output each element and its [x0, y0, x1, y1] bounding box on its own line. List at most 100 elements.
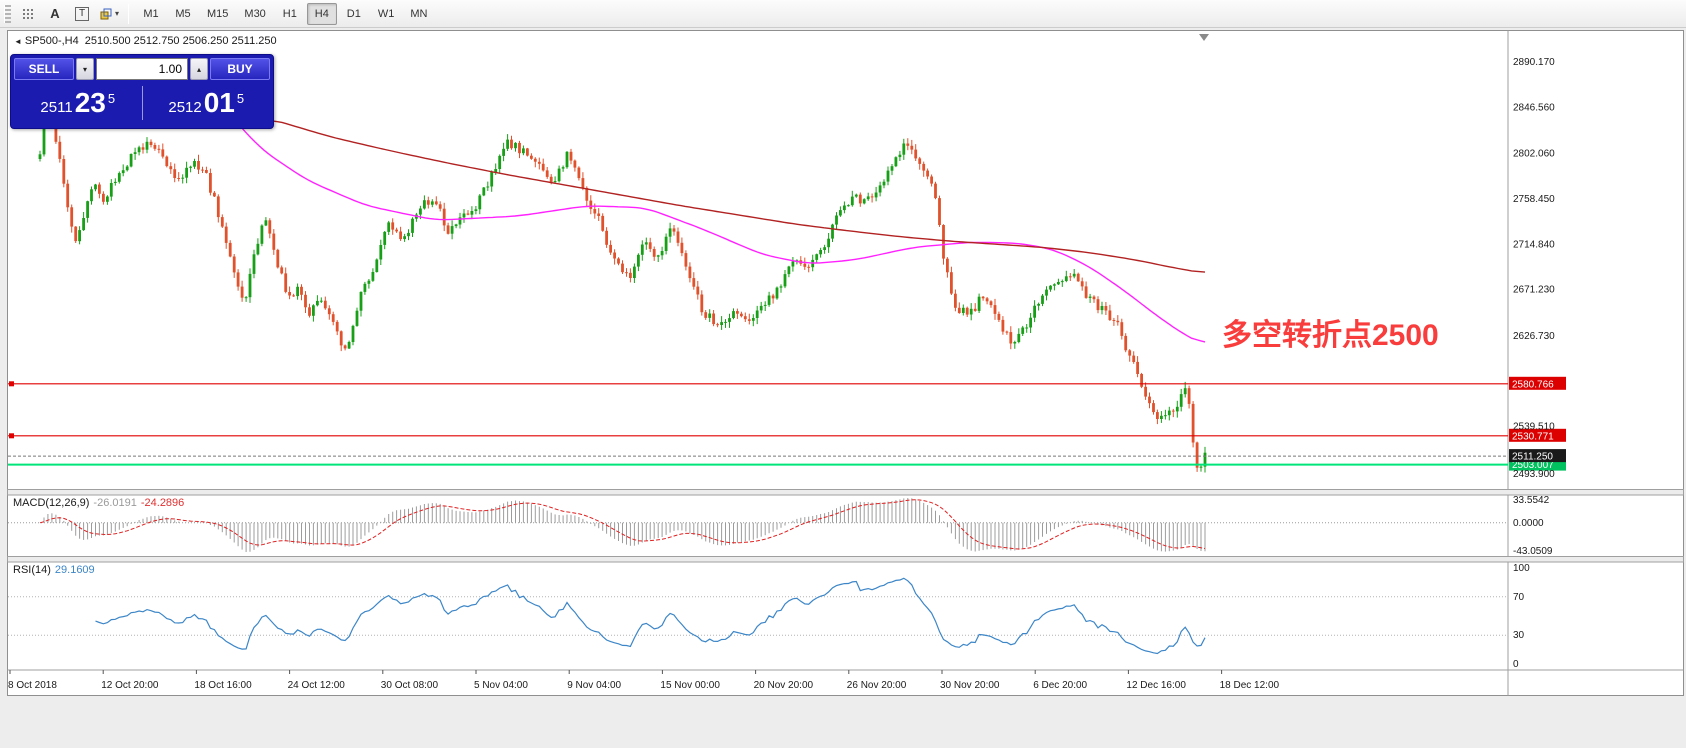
candle-body — [743, 316, 747, 320]
candle-body — [82, 218, 85, 231]
candle-body — [660, 251, 664, 256]
macd-label: MACD(12,26,9) -26.0191 -24.2896 — [13, 497, 184, 509]
candle-body — [898, 154, 902, 158]
volume-increase-button[interactable]: ▴ — [190, 58, 208, 80]
candle-body — [391, 222, 395, 230]
candle-body — [292, 295, 295, 297]
timeframe-button-d1[interactable]: D1 — [339, 3, 369, 25]
volume-decrease-button[interactable]: ▾ — [76, 58, 94, 80]
candle-body — [339, 331, 343, 346]
candle-body — [597, 213, 601, 216]
candle-body — [1156, 412, 1159, 419]
macd-panel-splitter[interactable] — [7, 489, 1684, 496]
timeframe-button-h4[interactable]: H4 — [306, 2, 337, 25]
candle-body — [629, 272, 632, 278]
candle-body — [133, 152, 137, 154]
candle-body — [577, 167, 581, 179]
price-badge-label: 2530.771 — [1512, 431, 1554, 442]
candle-body — [450, 226, 454, 234]
candle-body — [1203, 452, 1207, 467]
candle-body — [478, 195, 482, 210]
candle-body — [272, 233, 276, 250]
candle-body — [545, 170, 549, 177]
candle-body — [161, 149, 165, 157]
price-tick-label: 2758.450 — [1513, 194, 1555, 205]
candle-body — [502, 148, 505, 156]
timeframe-button-m5[interactable]: M5 — [168, 3, 198, 25]
time-axis[interactable] — [8, 670, 1508, 696]
price-axis[interactable] — [1508, 31, 1684, 696]
timeframe-button-mn[interactable]: MN — [403, 3, 434, 25]
candle-body — [423, 200, 426, 209]
candle-body — [506, 139, 509, 149]
price-tick-label: 2714.840 — [1513, 239, 1555, 250]
candle-body — [1021, 327, 1025, 334]
candle-body — [94, 184, 97, 190]
candle-body — [957, 307, 961, 313]
ask-price-display[interactable]: 2512 01 5 — [143, 88, 271, 117]
price-tick-label: 2626.730 — [1513, 331, 1555, 342]
chart-shift-marker-icon[interactable] — [1199, 34, 1209, 41]
chart-symbol-period: SP500-,H4 — [24, 35, 79, 47]
macd-signal-value: -24.2896 — [140, 497, 185, 509]
candle-body — [173, 169, 177, 178]
candle-body — [565, 151, 569, 168]
candle-body — [58, 141, 62, 159]
label-tool-button[interactable]: T — [70, 3, 94, 25]
candle-body — [1160, 415, 1163, 419]
chart-annotation-text[interactable]: 多空转折点2500 — [1222, 319, 1439, 352]
candle-body — [466, 213, 470, 215]
sell-button[interactable]: SELL — [14, 58, 74, 80]
resistance-line[interactable]: 2580.766 — [8, 376, 1566, 390]
time-tick-label: 12 Dec 16:00 — [1126, 680, 1186, 691]
candle-body — [1140, 374, 1143, 387]
candle-body — [228, 242, 232, 257]
candle-body — [224, 226, 228, 243]
timeframe-button-w1[interactable]: W1 — [371, 3, 402, 25]
timeframe-button-h1[interactable]: H1 — [275, 3, 305, 25]
candle-body — [268, 220, 272, 234]
line-handle[interactable] — [9, 433, 14, 439]
candle-body — [1013, 342, 1017, 344]
candle-body — [490, 172, 494, 187]
text-tool-button[interactable]: A — [43, 3, 67, 25]
grid-dots-icon — [23, 8, 33, 19]
candle-body — [815, 254, 819, 260]
macd-axis-label: -43.0509 — [1513, 546, 1553, 557]
candle-body — [783, 274, 787, 287]
candle-body — [355, 310, 359, 326]
rsi-panel-splitter[interactable] — [7, 556, 1684, 563]
candle-body — [866, 196, 870, 200]
line-handle[interactable] — [9, 381, 14, 387]
candle-body — [304, 294, 307, 308]
chart-ohlc-values: 2510.500 2512.750 2506.250 2511.250 — [84, 35, 277, 47]
candle-body — [1108, 310, 1112, 320]
candle-body — [296, 286, 299, 297]
grid-tool-button[interactable] — [16, 3, 40, 25]
candle-body — [569, 151, 573, 161]
candle-body — [1167, 410, 1171, 416]
candle-body — [1120, 322, 1124, 336]
toolbar-grip[interactable] — [4, 4, 11, 23]
candle-body — [526, 148, 529, 156]
buy-button[interactable]: BUY — [210, 58, 270, 80]
colors-tool-button[interactable]: ▾ — [97, 3, 121, 25]
time-tick-label: 18 Dec 12:00 — [1220, 680, 1280, 691]
volume-input[interactable] — [96, 58, 188, 80]
candle-body — [640, 244, 644, 255]
candle-body — [1152, 403, 1155, 413]
timeframe-button-m1[interactable]: M1 — [136, 3, 166, 25]
candle-body — [395, 229, 398, 232]
resistance-line[interactable]: 2530.771 — [8, 428, 1566, 442]
candle-body — [696, 286, 700, 295]
timeframe-button-m15[interactable]: M15 — [200, 3, 235, 25]
candle-body — [185, 167, 188, 178]
candle-body — [585, 187, 589, 201]
timeframe-button-m30[interactable]: M30 — [237, 3, 272, 25]
candle-body — [252, 254, 256, 274]
price-badge-label: 2503.007 — [1512, 460, 1554, 471]
candle-body — [684, 253, 688, 267]
bid-price-display[interactable]: 2511 23 5 — [14, 88, 142, 117]
candle-body — [1179, 394, 1183, 407]
